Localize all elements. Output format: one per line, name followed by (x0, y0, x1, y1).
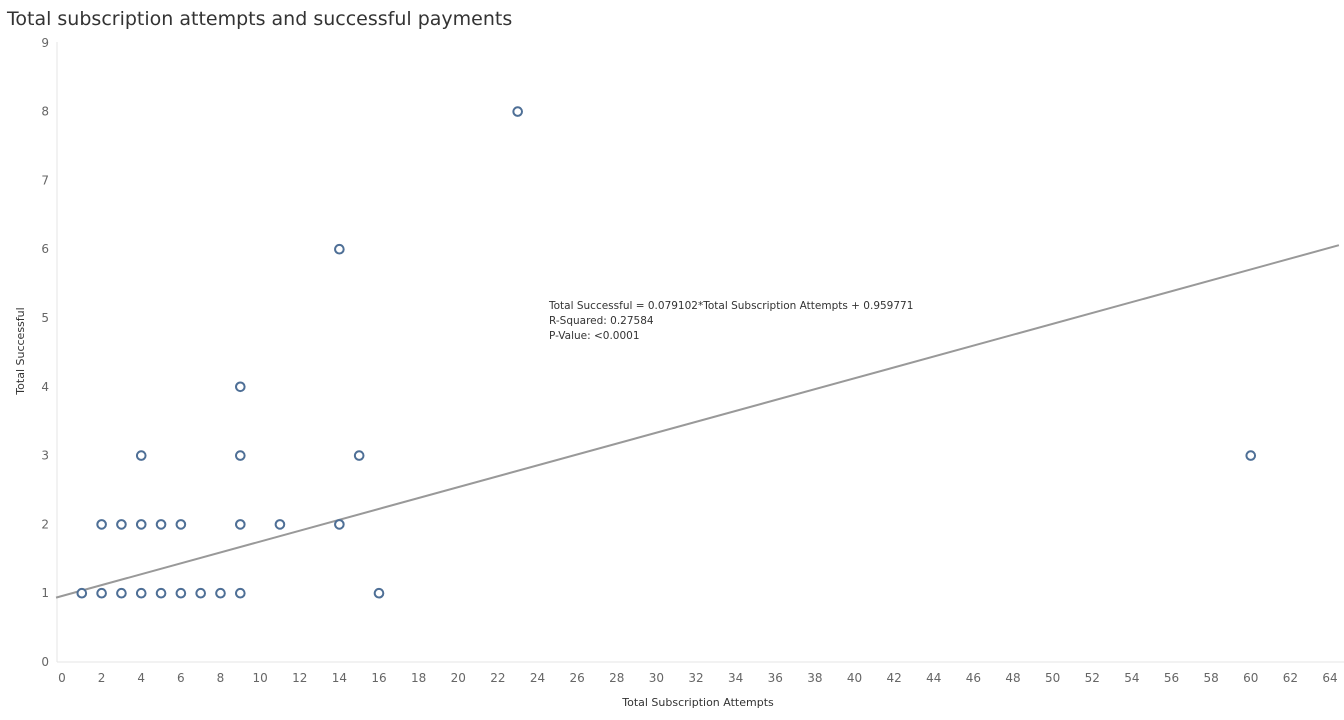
x-tick-label: 40 (847, 671, 862, 685)
x-tick-label: 10 (252, 671, 267, 685)
x-tick-label: 56 (1164, 671, 1179, 685)
y-tick-label: 1 (41, 586, 49, 600)
data-point[interactable] (175, 519, 187, 530)
data-point[interactable] (135, 450, 147, 461)
y-axis-label: Total Successful (14, 307, 27, 395)
x-tick-label: 62 (1283, 671, 1298, 685)
data-point[interactable] (135, 587, 147, 599)
y-tick-label: 6 (41, 242, 49, 256)
data-point[interactable] (235, 381, 246, 393)
x-tick-label: 64 (1322, 671, 1337, 685)
x-tick-label: 26 (569, 671, 584, 685)
x-tick-label: 4 (137, 671, 145, 685)
data-point[interactable] (1245, 450, 1257, 461)
x-tick-label: 48 (1005, 671, 1020, 685)
x-tick-label: 32 (688, 671, 703, 685)
data-point[interactable] (116, 519, 127, 530)
x-tick-label: 34 (728, 671, 743, 685)
y-tick-label: 3 (41, 449, 49, 463)
y-tick-label: 9 (41, 36, 49, 50)
axes (56, 42, 1344, 663)
tick-labels: 0 2 4 6 8 10 12 14 16 18 20 22 24 26 28 30 32 34 36 38 40 42 4… (41, 36, 1337, 685)
y-tick-label: 2 (41, 517, 49, 531)
x-tick-label: 46 (966, 671, 981, 685)
data-point[interactable] (155, 519, 167, 530)
data-point[interactable] (512, 106, 523, 117)
x-tick-label: 14 (332, 671, 347, 685)
x-tick-label: 6 (177, 671, 185, 685)
data-point[interactable] (334, 243, 345, 255)
x-tick-label: 30 (649, 671, 664, 685)
x-tick-label: 44 (926, 671, 941, 685)
x-tick-label: 42 (886, 671, 901, 685)
data-point[interactable] (135, 519, 147, 530)
y-tick-label: 7 (41, 173, 49, 187)
x-tick-label: 24 (530, 671, 545, 685)
y-tick-label: 8 (41, 105, 49, 119)
x-tick-label: 36 (768, 671, 783, 685)
x-tick-label: 20 (451, 671, 466, 685)
data-point[interactable] (274, 519, 286, 530)
data-point[interactable] (235, 450, 246, 461)
data-point[interactable] (235, 587, 246, 599)
x-tick-label: 0 (58, 671, 66, 685)
data-point[interactable] (155, 587, 167, 599)
x-tick-label: 16 (371, 671, 386, 685)
data-point[interactable] (334, 519, 345, 530)
x-tick-label: 22 (490, 671, 505, 685)
data-point[interactable] (373, 587, 385, 599)
x-tick-label: 58 (1203, 671, 1218, 685)
data-point[interactable] (353, 450, 365, 461)
trendline-equation: Total Successful = 0.079102*Total Subscr… (548, 300, 913, 312)
x-tick-label: 8 (217, 671, 225, 685)
data-point[interactable] (116, 587, 127, 599)
trendline-r-squared: R-Squared: 0.27584 (549, 315, 654, 327)
x-tick-label: 18 (411, 671, 426, 685)
x-axis-label: Total Subscription Attempts (621, 696, 774, 709)
x-tick-label: 12 (292, 671, 307, 685)
y-tick-label: 4 (41, 380, 49, 394)
data-point[interactable] (175, 587, 187, 599)
data-point[interactable] (96, 587, 107, 599)
trend-line[interactable] (55, 244, 1340, 599)
x-tick-label: 60 (1243, 671, 1258, 685)
x-tick-label: 2 (98, 671, 106, 685)
x-tick-label: 50 (1045, 671, 1060, 685)
data-point[interactable] (96, 519, 107, 530)
x-tick-label: 28 (609, 671, 624, 685)
data-point[interactable] (195, 587, 206, 599)
data-point[interactable] (76, 587, 88, 599)
x-tick-label: 52 (1085, 671, 1100, 685)
data-point[interactable] (235, 519, 246, 530)
data-point[interactable] (215, 587, 226, 599)
y-tick-label: 5 (41, 311, 49, 325)
y-tick-label: 0 (41, 655, 49, 669)
trendline-p-value: P-Value: <0.0001 (549, 330, 640, 342)
data-points (76, 106, 1257, 599)
chart-title: Total subscription attempts and successf… (7, 8, 513, 30)
x-tick-label: 38 (807, 671, 822, 685)
x-tick-label: 54 (1124, 671, 1139, 685)
